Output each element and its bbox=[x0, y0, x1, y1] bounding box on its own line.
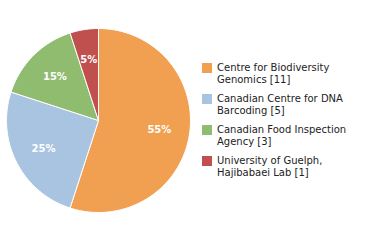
html-text:Canadian Centre for DNA Barcod: Canadian Centre for DNA Barcoding [5] bbox=[217, 92, 343, 116]
html-text:Centre for Biodiversity Genomi: Centre for Biodiversity Genomics [11] bbox=[217, 61, 330, 85]
svg-text:15%: 15% bbox=[43, 71, 67, 82]
html-text:Canadian Food Inspection Agenc: Canadian Food Inspection Agency [3] bbox=[217, 123, 347, 147]
svg-text:55%: 55% bbox=[147, 124, 171, 135]
svg-text:25%: 25% bbox=[32, 143, 56, 154]
html-text:University of Guelph, Hajibaba: University of Guelph, Hajibabaei Lab [1] bbox=[217, 154, 323, 178]
svg-text:5%: 5% bbox=[80, 54, 97, 65]
